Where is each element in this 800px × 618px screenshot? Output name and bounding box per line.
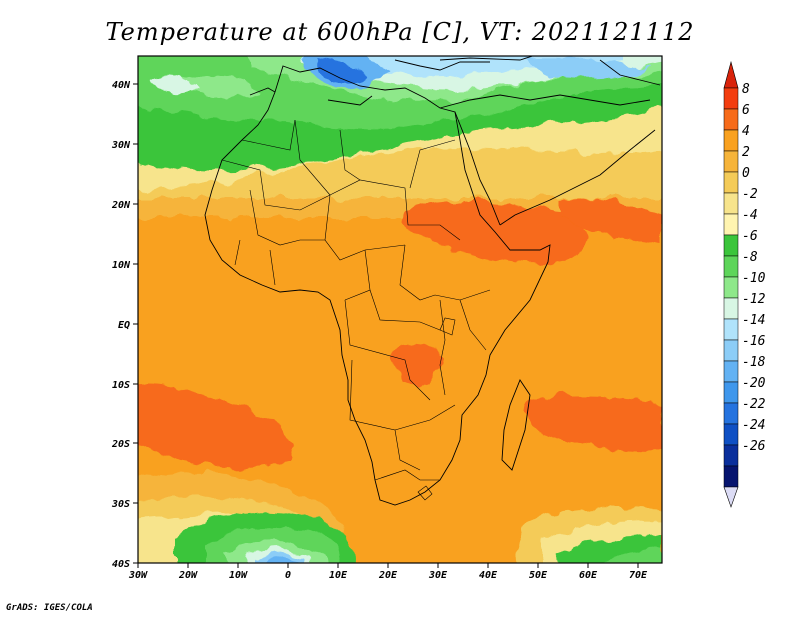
axis-ticks (133, 83, 639, 568)
lon-label: 50E (529, 570, 548, 581)
lon-label: 30E (428, 570, 448, 581)
lon-label: 10E (329, 570, 348, 581)
lon-label: 10W (229, 570, 248, 581)
lat-label: 40N (112, 80, 131, 91)
lat-label: EQ (118, 320, 130, 331)
lon-label: 0 (285, 570, 291, 581)
temperature-field (138, 56, 662, 563)
lon-label: 70E (629, 570, 648, 581)
lat-label: 30N (111, 140, 131, 151)
chart-title: Temperature at 600hPa [C], VT: 202112111… (105, 18, 695, 46)
footer-credit: GrADS: IGES/COLA (6, 603, 93, 613)
lat-labels: 40N 30N 20N 10N EQ 10S 20S 30S 40S (111, 80, 131, 570)
lat-label: 10N (112, 260, 131, 271)
country-borders (221, 119, 491, 501)
coastlines (204, 56, 661, 506)
lon-label: 40E (479, 570, 498, 581)
lat-label: 20N (111, 200, 131, 211)
lon-label: 20W (178, 570, 198, 581)
lon-label: 30W (128, 570, 148, 581)
lon-label: 20E (378, 570, 398, 581)
lat-label: 20S (111, 439, 130, 450)
lat-label: 40S (112, 559, 130, 570)
lon-labels: 30W 20W 10W 0 10E 20E 30E 40E 50E 60E 70… (128, 570, 648, 581)
lon-label: 60E (579, 570, 598, 581)
lat-label: 10S (112, 380, 130, 391)
lat-label: 30S (111, 499, 130, 510)
plot-frame (137, 55, 663, 564)
